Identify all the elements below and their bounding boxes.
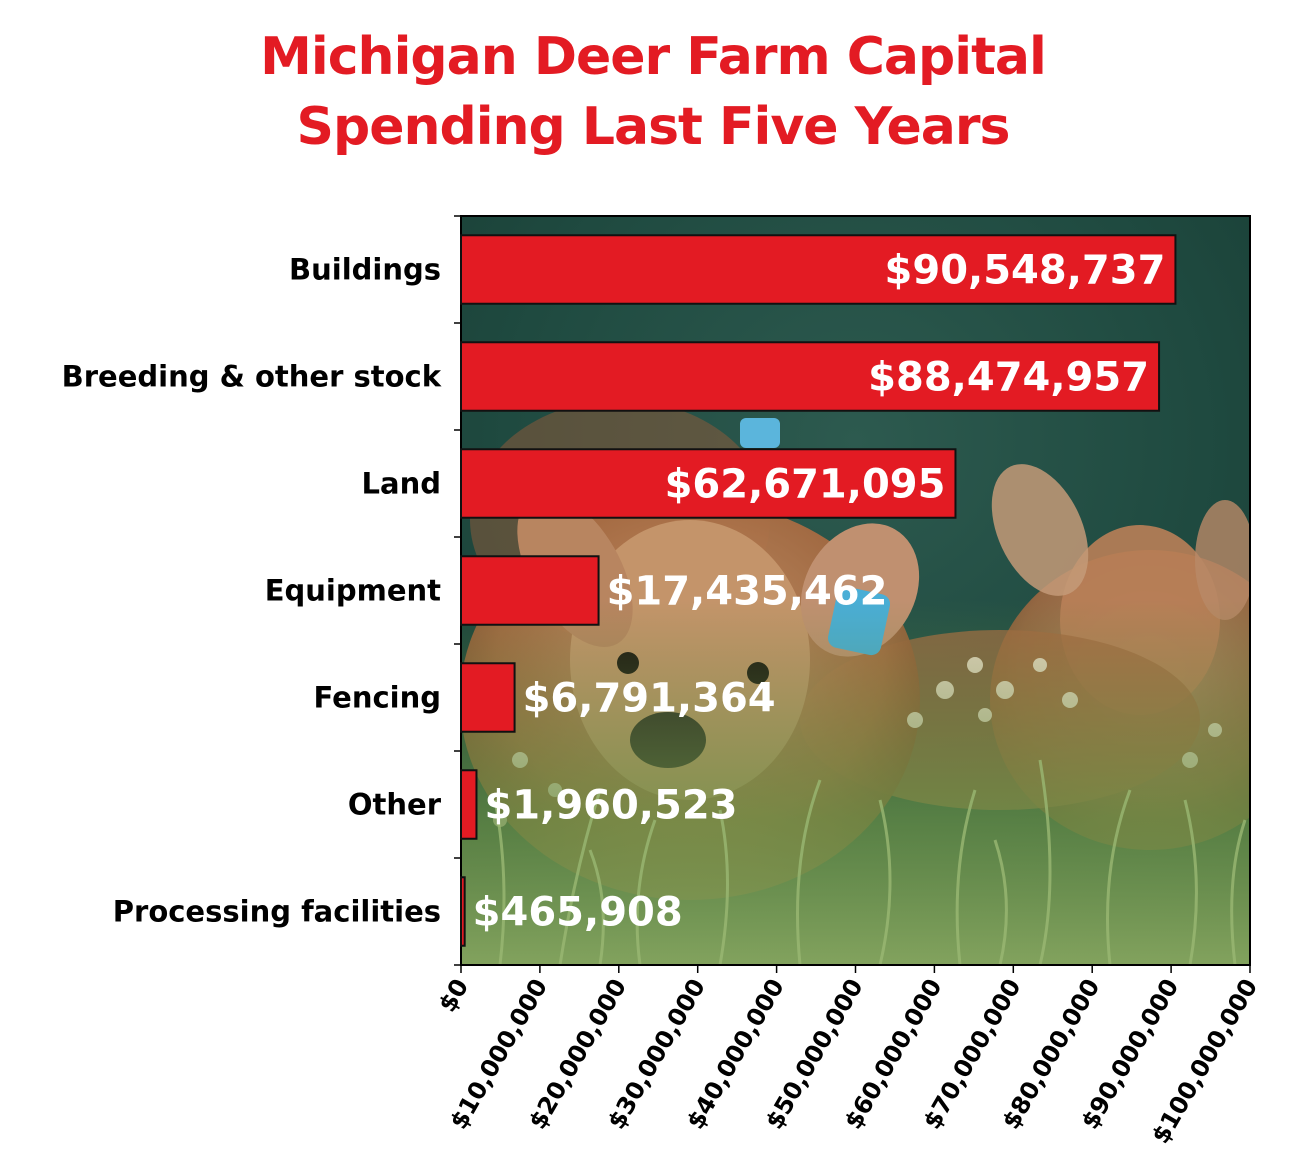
bar (460, 234, 1177, 305)
category-label: Equipment (265, 574, 441, 608)
value-labels: $90,548,737 $88,474,957 $62,671,095 $17,435… (473, 248, 1166, 936)
category-label: Fencing (314, 681, 441, 715)
chart-title: Michigan Deer Farm Capital Spending Last… (0, 22, 1306, 162)
value-label: $6,791,364 (523, 676, 776, 722)
category-label: Other (348, 788, 442, 822)
category-label: Buildings (289, 253, 441, 287)
bars (460, 234, 1177, 947)
bar (460, 769, 478, 840)
value-label: $88,474,957 (868, 355, 1149, 401)
bar (460, 876, 466, 947)
category-label: Land (362, 467, 441, 501)
bar (460, 341, 1161, 412)
category-labels: Buildings Breeding & other stock Land Equip… (62, 253, 442, 929)
value-label: $90,548,737 (885, 248, 1166, 294)
category-label: Processing facilities (113, 895, 441, 929)
chart-title-line-1: Michigan Deer Farm Capital (260, 27, 1047, 87)
x-tick-label: $0 (433, 974, 474, 1017)
x-tick-labels: $0$10,000,000$20,000,000$30,000,000$40,0… (433, 974, 1263, 1148)
chart-title-line-2: Spending Last Five Years (296, 97, 1011, 157)
bar (460, 448, 957, 519)
value-label: $1,960,523 (484, 783, 737, 829)
value-label: $62,671,095 (665, 462, 946, 508)
category-label: Breeding & other stock (62, 360, 442, 394)
value-label: $17,435,462 (607, 569, 888, 615)
value-label: $465,908 (473, 890, 683, 936)
bar (460, 555, 600, 626)
bar (460, 662, 516, 733)
